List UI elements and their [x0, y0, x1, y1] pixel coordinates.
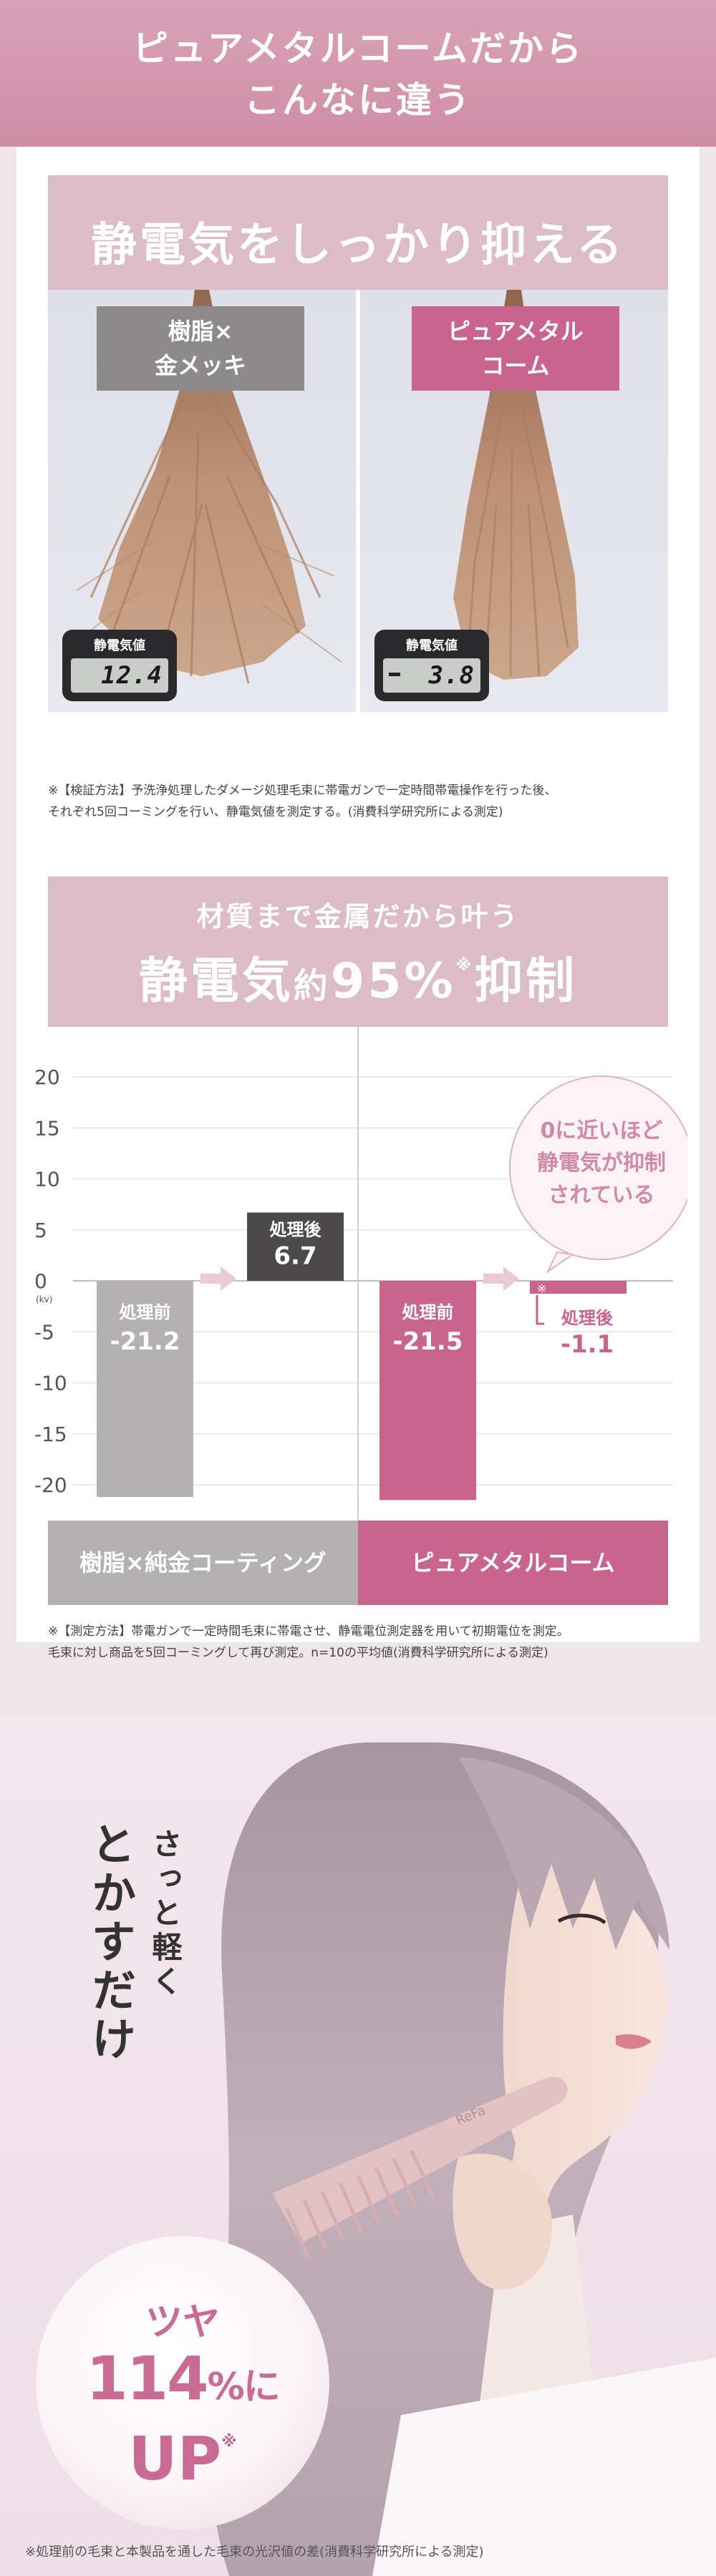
hero-title-line1: ピュアメタルコームだから	[132, 28, 584, 69]
hero-title-line2: こんなに違う	[244, 79, 472, 121]
y-tick-label: 15	[34, 1116, 60, 1140]
bar-label: 処理後	[270, 1220, 322, 1240]
meter-value: 12.4	[101, 661, 163, 690]
smooth-hair-illustration	[453, 290, 579, 680]
meter-negative-sign	[389, 673, 400, 676]
meter-display: 3.8	[383, 658, 480, 693]
arrow-right-group	[483, 1267, 519, 1291]
annotation-line3: されている	[548, 1183, 654, 1208]
bar-label: 処理前	[120, 1302, 171, 1322]
section2-title-part2: 約	[293, 966, 331, 1006]
gloss-badge: ツヤ 114%に UP※	[36, 2236, 329, 2529]
section1-note-line1: ※【検証方法】予洗浄処理したダメージ処理毛束に帯電ガンで一定時間帯電操作を行った…	[48, 784, 557, 798]
photo-resin-gold-hair: 樹脂× 金メッキ 静電気値 12.4	[48, 290, 356, 712]
vertical-text-line2: とかすだけ	[84, 1821, 136, 2064]
section2-subtitle: 材質まで金属だから叶う	[196, 901, 520, 932]
section2-title-part3: 95%	[330, 953, 456, 1010]
meter-display: 12.4	[71, 658, 168, 693]
y-tick-label: -10	[34, 1372, 67, 1395]
y-tick-label: -15	[34, 1423, 67, 1446]
badge-line2: 114%に	[36, 2343, 329, 2414]
legend-label: ピュアメタルコーム	[411, 1549, 614, 1576]
tag-resin-gold: 樹脂× 金メッキ	[97, 306, 304, 391]
tag-pure-metal-line1: ピュアメタル	[448, 318, 584, 345]
meter-label: 静電気値	[406, 638, 458, 653]
tag-pure-metal: ピュアメタル コーム	[412, 306, 619, 391]
badge-line1: ツヤ	[145, 2301, 220, 2344]
annotation-line2: 静電気が抑制	[537, 1151, 666, 1176]
y-tick-label: -20	[34, 1473, 67, 1497]
badge-unit: %に	[207, 2366, 281, 2409]
y-unit-label: (kv)	[36, 1294, 52, 1304]
section1-title: 静電気をしっかり抑える	[90, 219, 626, 272]
legend-label: 樹脂×純金コーティング	[79, 1549, 326, 1576]
tag-pure-metal-line2: コーム	[481, 352, 550, 379]
bar-after-resin	[247, 1212, 344, 1281]
frizzy-hair-illustration	[69, 290, 342, 684]
photo-pure-metal-hair: ピュアメタル コーム 静電気値 3.8	[360, 290, 668, 712]
bar-value-label: 6.7	[274, 1242, 316, 1271]
section2-note: ※【測定方法】帯電ガンで一定時間毛束に帯電させ、静電電位測定器を用いて初期電位を…	[48, 1621, 678, 1664]
section2-title: 静電気約95%※抑制	[48, 941, 668, 1012]
meter-label: 静電気値	[94, 638, 145, 653]
annotation-line1: 0に近いほど	[541, 1118, 663, 1143]
badge-up: UP	[128, 2424, 222, 2494]
bar-bracket	[536, 1295, 544, 1325]
y-tick-label: -5	[34, 1320, 54, 1344]
bar-before-pure-metal	[379, 1281, 476, 1501]
tag-resin-gold-line1: 樹脂×	[168, 318, 233, 345]
bar-before-resin	[97, 1281, 193, 1498]
y-tick-label: 10	[34, 1168, 60, 1191]
vertical-text-line1: さっと軽く	[147, 1828, 183, 2000]
section2-note-line2: 毛束に対し商品を5回コーミングして再び測定。n=10の平均値(消費科学研究所によ…	[48, 1646, 548, 1660]
bar-value-label: -21.5	[393, 1327, 463, 1356]
section2-note-line1: ※【測定方法】帯電ガンで一定時間毛束に帯電させ、静電電位測定器を用いて初期電位を…	[48, 1624, 569, 1639]
bar-value-label: -21.2	[110, 1327, 180, 1356]
badge-mark: ※	[221, 2433, 237, 2451]
legend-resin-gold	[48, 1521, 358, 1605]
bar-value-label: -1.1	[561, 1330, 614, 1359]
section1-note-line2: それぞれ5回コーミングを行い、静電気値を測定する。(消費科学研究所による測定)	[48, 805, 503, 819]
section2-title-part4: 抑制	[474, 953, 578, 1010]
section2-title-part1: 静電気	[138, 953, 294, 1010]
section1-note: ※【検証方法】予洗浄処理したダメージ処理毛束に帯電ガンで一定時間帯電操作を行った…	[48, 780, 678, 823]
section1-banner: 静電気をしっかり抑える	[48, 175, 668, 290]
section2-banner: 材質まで金属だから叶う 静電気約95%※抑制	[48, 877, 668, 1027]
badge-line3: UP※	[36, 2424, 329, 2494]
annotation-bubble: 0に近いほど 静電気が抑制 されている	[509, 1075, 687, 1274]
static-meter-left: 静電気値 12.4	[62, 630, 177, 701]
badge-number: 114	[86, 2343, 208, 2414]
bar-label: 処理後	[561, 1308, 614, 1328]
bar-label: 処理前	[402, 1302, 454, 1322]
static-meter-right: 静電気値 3.8	[374, 630, 489, 701]
chart-y-ticks: 20 15 10 5 0(kv) -5 -10 -15 -20	[34, 1065, 67, 1497]
section2-title-mark: ※	[455, 957, 475, 975]
comb-illustration: ReFa	[272, 2077, 568, 2258]
hero-header: ピュアメタルコームだから こんなに違う	[0, 0, 716, 147]
y-tick-label: 5	[34, 1219, 47, 1242]
legend-pure-metal	[358, 1521, 668, 1605]
footnote: ※処理前の毛束と本製品を通した毛束の光沢値の差(消費科学研究所による測定)	[25, 2545, 484, 2560]
meter-value: 3.8	[428, 661, 475, 690]
arrow-left-group	[200, 1267, 236, 1291]
bar-after-pure-metal	[530, 1281, 626, 1294]
tag-resin-gold-line2: 金メッキ	[154, 352, 246, 379]
model-photo-section: ReFa さっと軽く とかすだけ ツヤ 114%に UP※	[0, 1714, 716, 2576]
chart-legend: 樹脂×純金コーティング ピュアメタルコーム	[48, 1521, 668, 1605]
y-tick-label: 20	[34, 1065, 60, 1089]
bar-footnote-mark: ※	[537, 1282, 546, 1295]
y-tick-label: 0	[34, 1269, 47, 1293]
photo-divider	[356, 290, 360, 712]
